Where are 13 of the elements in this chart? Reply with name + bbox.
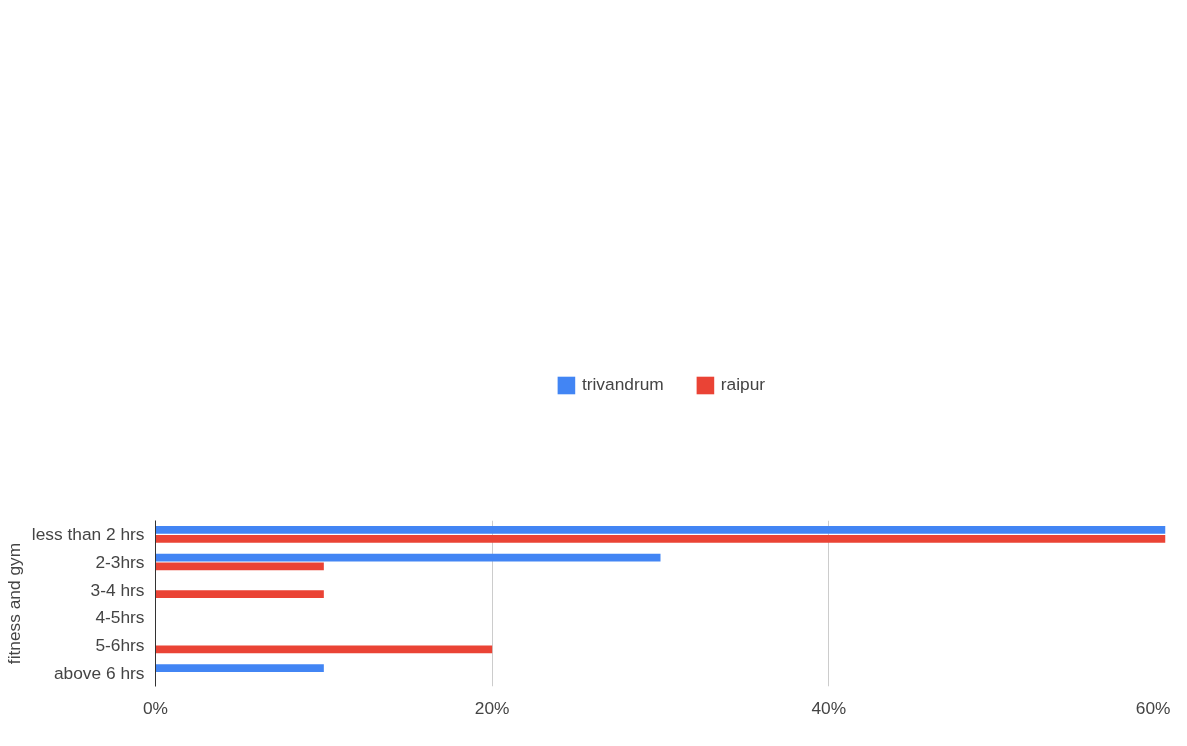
x-tick-label: 0% bbox=[142, 697, 169, 718]
x-tick-label: 60% bbox=[1135, 697, 1171, 718]
y-tick-label: above 6 hrs bbox=[53, 662, 145, 683]
y-tick-label: 2-3hrs bbox=[95, 552, 145, 572]
x-tick-label: 20% bbox=[474, 697, 510, 718]
y-tick-label: 4-5hrs bbox=[95, 607, 145, 628]
legend-label: trivandrum bbox=[581, 374, 664, 395]
x-tick-label: 40% bbox=[811, 697, 847, 718]
legend-label: raipur bbox=[720, 374, 766, 395]
y-tick-label: 3-4 hrs bbox=[90, 579, 145, 600]
y-tick-label: less than 2 hrs bbox=[31, 524, 145, 545]
y-tick-label: 5-6hrs bbox=[95, 635, 145, 655]
y-axis-title: fitness and gym bbox=[3, 542, 24, 665]
